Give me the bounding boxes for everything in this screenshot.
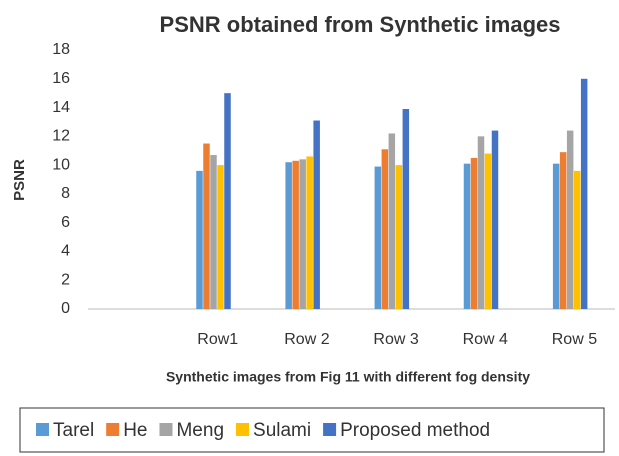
y-axis-title: PSNR — [11, 159, 28, 201]
x-axis-title: Synthetic images from Fig 11 with differ… — [166, 369, 530, 385]
y-tick-label: 8 — [61, 185, 70, 202]
bar — [470, 157, 478, 309]
bar — [381, 149, 389, 309]
bar — [196, 170, 203, 309]
legend-label: Sulami — [253, 420, 311, 441]
bar — [573, 170, 581, 309]
legend-swatch — [236, 423, 250, 436]
y-tick-label: 18 — [52, 41, 70, 58]
legend-swatch — [36, 423, 49, 436]
bar — [313, 120, 320, 309]
legend-swatch — [323, 423, 337, 436]
bar — [292, 160, 299, 309]
legend-label: Proposed method — [340, 420, 490, 441]
legend-swatch — [159, 423, 173, 436]
bar — [388, 133, 396, 309]
bar — [552, 163, 560, 309]
bar — [203, 143, 210, 309]
x-tick-label: Row1 — [197, 331, 238, 348]
y-tick-label: 12 — [52, 128, 70, 145]
legend-label: Meng — [176, 420, 224, 441]
y-tick-label: 0 — [61, 300, 70, 317]
bar — [559, 152, 567, 309]
bar — [395, 165, 403, 309]
bar — [299, 159, 306, 309]
bar — [484, 153, 492, 309]
x-tick-label: Row 5 — [552, 331, 597, 348]
legend-swatch — [106, 423, 120, 436]
y-tick-label: 2 — [61, 271, 70, 288]
y-tick-label: 10 — [52, 156, 70, 173]
bar — [306, 156, 313, 309]
bar — [217, 165, 224, 309]
bar — [224, 93, 231, 310]
legend-label: He — [123, 420, 147, 441]
y-tick-label: 16 — [52, 70, 70, 87]
x-tick-label: Row 3 — [373, 331, 418, 348]
bar — [285, 162, 292, 309]
y-tick-label: 4 — [61, 243, 70, 260]
bar — [402, 108, 410, 309]
x-tick-label: Row 2 — [284, 331, 329, 348]
legend-label: Tarel — [53, 420, 94, 441]
bar — [374, 166, 382, 309]
x-tick-label: Row 4 — [463, 331, 508, 348]
bar — [477, 136, 485, 309]
y-tick-label: 14 — [52, 99, 70, 116]
bar — [210, 155, 217, 309]
y-tick-label: 6 — [61, 214, 70, 231]
bar — [491, 130, 499, 309]
bar — [463, 163, 471, 309]
legend-box — [19, 407, 605, 453]
chart-title: PSNR obtained from Synthetic images — [160, 12, 561, 37]
bar — [580, 78, 588, 310]
bar — [566, 130, 574, 309]
